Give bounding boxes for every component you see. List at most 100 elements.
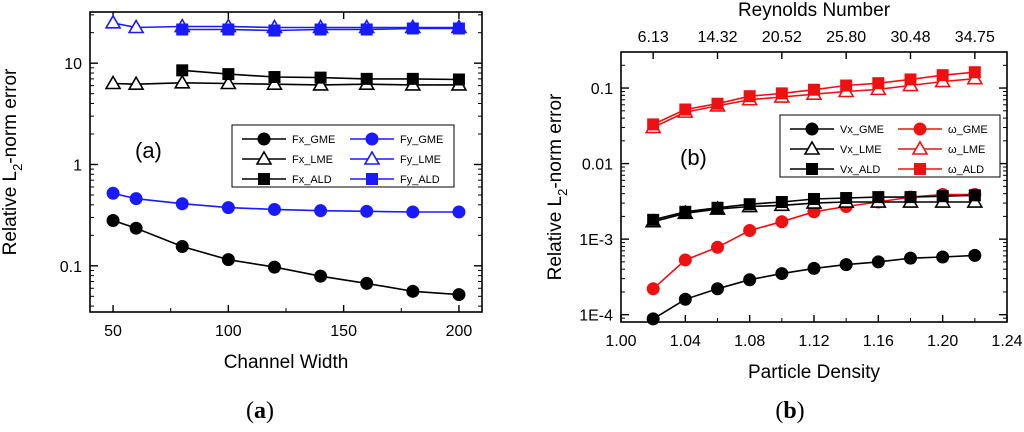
figure-caption: (b) (775, 398, 804, 424)
data-point-ω_GME (711, 240, 724, 254)
legend-marker (911, 140, 929, 155)
data-point-Vx_GME (807, 261, 821, 275)
legend-marker (257, 132, 271, 146)
data-point-Fx_ALD (176, 64, 189, 77)
x-tick-label: 1.08 (734, 333, 765, 350)
data-point-ω_ALD (775, 87, 788, 100)
top-x-tick-label: 6.13 (638, 29, 669, 46)
data-point-Vx_ALD (840, 192, 853, 205)
data-point-Vx_GME (711, 282, 724, 296)
data-point-Fx_LME (104, 74, 122, 90)
data-point-Fy_LME (104, 14, 122, 29)
x-tick-label: 1.16 (863, 333, 894, 350)
legend-label: Fx_GME (292, 134, 335, 146)
legend-label: Vx_GME (840, 124, 884, 136)
top-x-tick-label: 25.80 (826, 29, 866, 46)
data-point-Vx_ALD (808, 192, 820, 205)
top-x-axis-title: Reynolds Number (738, 0, 891, 21)
legend-label: Fx_ALD (292, 174, 332, 186)
y-axis-title-main: Relative L (545, 196, 566, 281)
data-point-Vx_GME (968, 248, 982, 262)
data-point-Vx_ALD (679, 205, 692, 218)
data-point-Vx_ALD (775, 196, 788, 209)
data-point-Fy_GME (221, 201, 235, 215)
y-tick-label: 1E-3 (579, 232, 613, 249)
data-point-Vx_ALD (968, 189, 981, 202)
legend-label: Fy_LME (400, 154, 441, 166)
data-point-ω_ALD (679, 103, 692, 116)
data-point-Vx_GME (646, 312, 660, 326)
data-point-Vx_ALD (647, 213, 660, 226)
legend-marker (913, 122, 927, 136)
data-point-Fy_LME (127, 18, 145, 34)
legend-label: ω_GME (948, 124, 988, 136)
legend-marker (805, 122, 819, 136)
data-point-ω_ALD (647, 118, 660, 131)
top-x-tick-label: 14.32 (697, 29, 737, 46)
panel-annotation: (a) (135, 138, 162, 163)
data-point-Fx_ALD (314, 71, 327, 84)
data-point-Fy_GME (267, 202, 281, 216)
data-point-Fy_ALD (406, 22, 419, 35)
data-point-Vx_GME (678, 292, 692, 306)
data-point-Vx_GME (743, 273, 757, 287)
x-tick-label: 1.00 (605, 333, 636, 350)
legend-marker (258, 173, 270, 185)
data-point-Fy_ALD (314, 23, 327, 36)
legend-label: ω_LME (948, 144, 985, 156)
data-point-Vx_GME (839, 258, 853, 272)
data-point-ω_ALD (711, 97, 724, 110)
y-axis-title: Relative L2-norm error (545, 93, 570, 280)
y-tick-label: 1 (73, 157, 82, 174)
legend-marker (803, 140, 821, 155)
data-point-ω_GME (646, 282, 660, 296)
x-tick-label: 1.04 (670, 333, 701, 350)
data-point-Fy_GME (360, 204, 374, 218)
caption-close: ) (266, 398, 274, 424)
y-tick-label: 0.1 (60, 259, 82, 276)
chart-a: 50 100 150 200 0.1 1 10 Channel Width Relative L… (0, 11, 483, 424)
data-point-Vx_ALD (904, 191, 917, 204)
data-point-Vx_GME (775, 267, 789, 281)
legend-label: Vx_ALD (840, 164, 880, 176)
top-x-tick-label: 34.75 (955, 29, 995, 46)
data-point-Fy_GME (175, 197, 189, 211)
legend-marker (366, 173, 378, 185)
data-point-Fx_LME (312, 76, 329, 91)
data-point-Fx_GME (406, 284, 420, 298)
data-point-Fx_GME (129, 221, 143, 235)
legend-label: ω_ALD (948, 164, 984, 176)
x-axis-title: Particle Density (748, 362, 880, 383)
data-point-Fy_GME (314, 204, 328, 218)
data-point-ω_ALD (968, 66, 981, 79)
data-point-ω_ALD (936, 69, 949, 82)
caption-close: ) (797, 398, 805, 424)
legend-label: Fy_GME (400, 134, 443, 146)
data-point-Fy_GME (129, 192, 143, 206)
data-point-Fy_GME (406, 205, 420, 219)
y-tick-label: 0.01 (582, 157, 613, 174)
data-point-ω_GME (743, 224, 757, 238)
data-point-Fy_ALD (222, 23, 235, 36)
data-point-Fx_GME (360, 276, 374, 290)
y-axis-title: Relative L2-norm error (0, 68, 25, 255)
legend-label: Fx_LME (292, 154, 333, 166)
y-tick-label: 0.1 (591, 81, 613, 98)
data-point-Fx_GME (106, 214, 120, 228)
data-point-Vx_GME (871, 255, 885, 269)
data-point-Fx_ALD (406, 72, 419, 85)
legend-marker (365, 132, 379, 146)
data-point-Vx_ALD (743, 198, 756, 211)
data-point-Fy_GME (106, 186, 120, 200)
data-point-Fx_GME (314, 269, 328, 283)
legend-label: Vx_LME (840, 144, 882, 156)
data-point-ω_ALD (872, 77, 885, 90)
caption-letter: b (783, 398, 796, 424)
caption-letter: a (254, 398, 266, 424)
chart-b: 1.00 1.04 1.08 1.12 1.16 1.20 1.24 1E-4 1E-3 0.01… (545, 0, 1023, 424)
y-axis-title-subscript: 2 (555, 189, 570, 196)
x-axis-title: Channel Width (224, 352, 349, 373)
series-line-Fx_GME (112, 219, 459, 296)
x-tick-label: 1.20 (927, 333, 958, 350)
